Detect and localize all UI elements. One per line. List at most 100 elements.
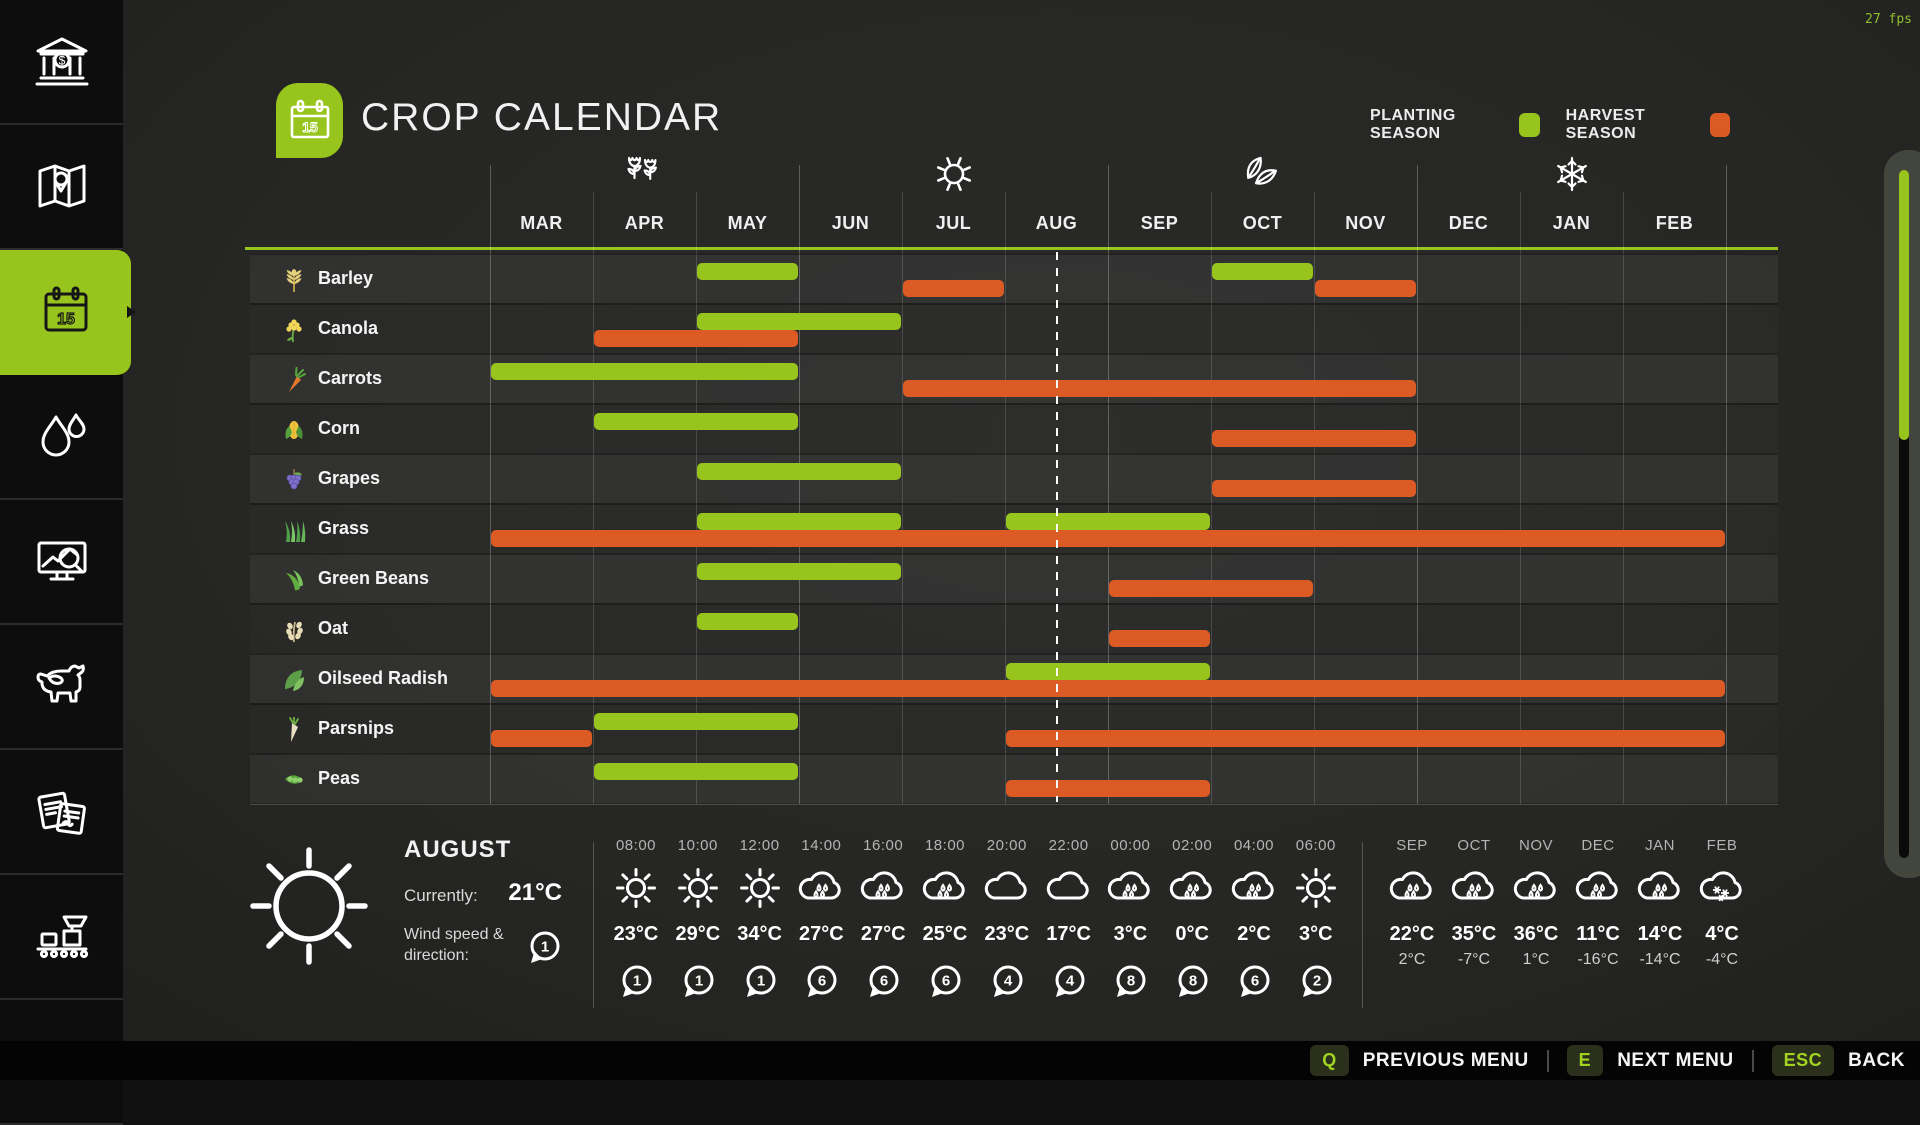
- current-temperature: 21°C: [508, 879, 562, 906]
- cloud-weather-icon: [1043, 866, 1095, 912]
- crop-row-barley: Barley: [250, 253, 1778, 303]
- planting-bar: [1212, 263, 1313, 280]
- crop-label: Canola: [318, 318, 379, 338]
- sidebar-item-map[interactable]: [0, 125, 123, 250]
- month-gridline: [1520, 192, 1521, 804]
- svg-text:6: 6: [818, 973, 826, 990]
- month-header-jun: JUN: [831, 213, 870, 233]
- crop-row-corn: Corn: [250, 403, 1778, 453]
- crop-label: Carrots: [318, 368, 383, 388]
- month-gridline: [1314, 192, 1315, 804]
- crop-icon-grass: [281, 517, 307, 543]
- month-gridline: [1005, 192, 1006, 804]
- forecast-temp: 23°C: [984, 923, 1030, 945]
- previous-menu-label: PREVIOUS MENU: [1362, 1049, 1529, 1071]
- forecast-low-temp: 1°C: [1522, 951, 1550, 968]
- key-e[interactable]: E: [1566, 1045, 1604, 1076]
- forecast-time: 04:00: [1233, 837, 1275, 854]
- sidebar-item-contracts[interactable]: [0, 750, 123, 875]
- scrollbar-track[interactable]: [1899, 170, 1909, 858]
- droplets-icon: [30, 405, 94, 469]
- summer-sun-icon: [932, 152, 976, 196]
- svg-text:1: 1: [633, 973, 641, 990]
- sidebar-item-weather[interactable]: [0, 375, 123, 500]
- key-esc[interactable]: ESC: [1771, 1045, 1835, 1076]
- crop-label: Green Beans: [318, 568, 430, 588]
- forecast-time: 06:00: [1295, 837, 1336, 854]
- page-title: CROP CALENDAR: [361, 96, 723, 139]
- crop-row-grass: Grass: [250, 503, 1778, 553]
- sidebar-item-animals[interactable]: [0, 625, 123, 750]
- harvest-bar: [903, 280, 1004, 297]
- current-weather-icon: [245, 842, 373, 970]
- harvest-bar: [1212, 480, 1416, 497]
- forecast-time: 08:00: [615, 837, 657, 854]
- sidebar-item-prices[interactable]: [0, 500, 123, 625]
- scrollbar-thumb[interactable]: [1899, 170, 1909, 440]
- month-gridline: [1211, 192, 1212, 804]
- month-header-apr: APR: [624, 213, 665, 233]
- planting-bar: [491, 363, 798, 380]
- forecast-month: NOV: [1518, 837, 1553, 854]
- map-icon: [30, 155, 94, 219]
- sidebar-item-calendar[interactable]: 15: [0, 250, 131, 375]
- svg-text:6: 6: [880, 973, 888, 990]
- forecast-wind-badge: 6: [925, 962, 965, 1002]
- planting-bar: [697, 613, 798, 630]
- svg-text:4: 4: [1004, 973, 1013, 990]
- active-tab-arrow: [127, 306, 136, 318]
- forecast-wind-badge: 8: [1172, 962, 1212, 1002]
- cow-icon: [30, 655, 94, 719]
- title-icon-day: 15: [302, 119, 318, 135]
- planting-bar: [697, 513, 901, 530]
- month-gridline: [902, 192, 903, 804]
- crop-icon-peas: [281, 767, 307, 793]
- forecast-month: OCT: [1457, 837, 1491, 854]
- next-menu-button[interactable]: E NEXT MENU: [1566, 1045, 1734, 1076]
- forecast-month: JAN: [1645, 837, 1675, 854]
- forecast-month: SEP: [1396, 837, 1428, 854]
- bank-icon: $: [30, 30, 94, 94]
- calendar-icon: 15: [34, 280, 98, 344]
- scrollbar[interactable]: [1884, 150, 1920, 878]
- harvest-bar: [594, 330, 798, 347]
- crop-calendar-icon: 15: [276, 83, 343, 158]
- crop-icon-oat: [281, 617, 307, 643]
- svg-text:6: 6: [1251, 973, 1259, 990]
- rain-weather-icon: [1572, 866, 1624, 912]
- crop-icon-oilseed-radish: [281, 667, 307, 693]
- previous-menu-button[interactable]: Q PREVIOUS MENU: [1310, 1045, 1528, 1076]
- wind-direction-badge: 1: [524, 928, 564, 968]
- crop-row-grapes: Grapes: [250, 453, 1778, 503]
- harvest-bar: [491, 530, 1725, 547]
- sun-weather-icon: [672, 866, 724, 912]
- planting-bar: [594, 413, 798, 430]
- forecast-wind-badge: 2: [1296, 962, 1336, 1002]
- calendar-header-rule: [245, 247, 1778, 250]
- svg-text:$: $: [58, 53, 65, 67]
- autumn-leaves-icon: [1241, 152, 1285, 196]
- forecast-temp: 17°C: [1046, 923, 1091, 945]
- crop-icon-canola-flower: [281, 317, 307, 343]
- harvest-bar: [1109, 580, 1313, 597]
- svg-text:6: 6: [942, 973, 950, 990]
- back-button[interactable]: ESC BACK: [1771, 1045, 1905, 1076]
- hint-separator: [1546, 1049, 1549, 1072]
- sidebar-item-production[interactable]: [0, 875, 123, 1000]
- sidebar-item-finances[interactable]: $: [0, 0, 123, 125]
- key-q[interactable]: Q: [1310, 1045, 1349, 1076]
- harvest-bar: [1006, 730, 1725, 747]
- month-header-may: MAY: [727, 213, 768, 233]
- month-header-nov: NOV: [1345, 213, 1386, 233]
- crop-row-parsnips: Parsnips: [250, 703, 1778, 753]
- season-gridline: [799, 165, 800, 804]
- forecast-low-temp: -16°C: [1577, 951, 1619, 968]
- crop-icon-grapes: [281, 467, 307, 493]
- forecast-wind-badge: 8: [1110, 962, 1150, 1002]
- svg-text:8: 8: [1127, 973, 1135, 990]
- forecast-wind-badge: 1: [616, 962, 656, 1002]
- hint-separator: [1751, 1049, 1754, 1072]
- crop-row-peas: Peas: [250, 753, 1778, 803]
- forecast-temp: 34°C: [737, 923, 782, 945]
- rain-weather-icon: [1228, 866, 1280, 912]
